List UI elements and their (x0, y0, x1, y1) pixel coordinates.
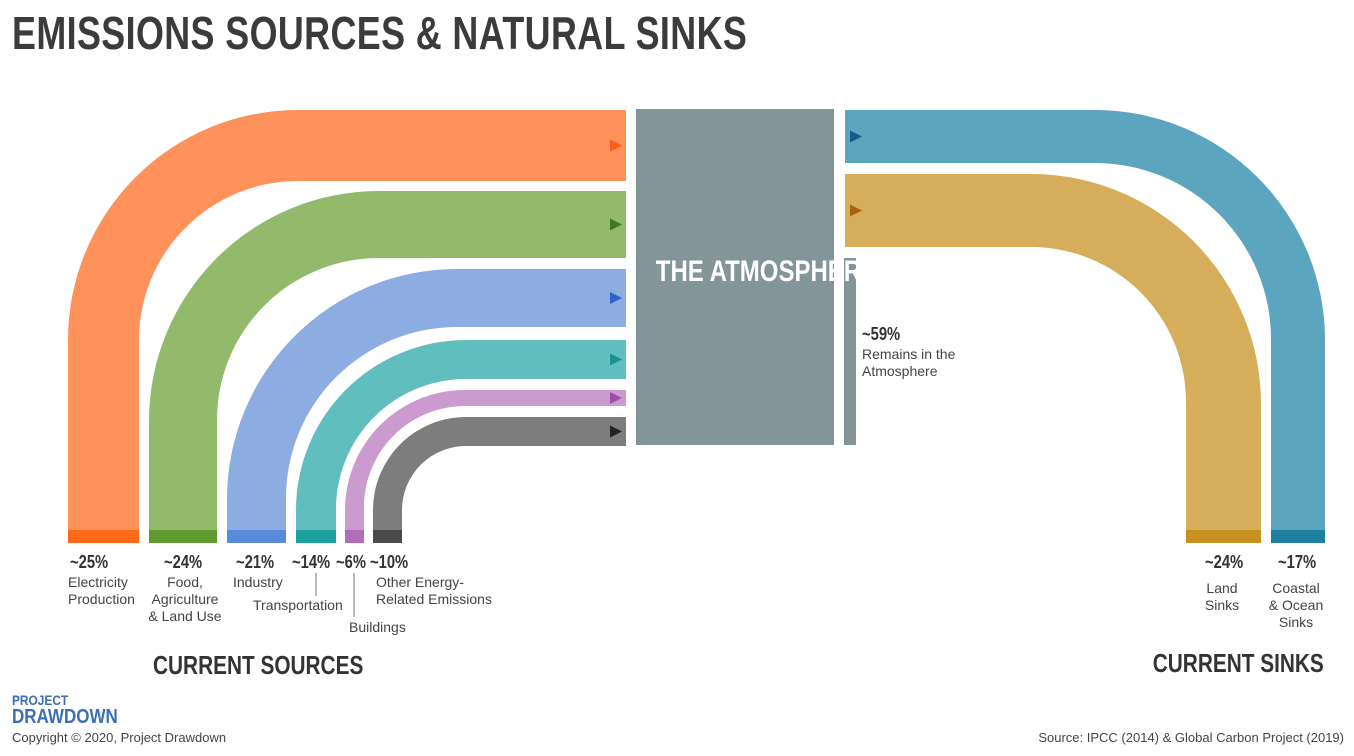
atmosphere-box (636, 109, 834, 445)
source-label-food: Food, Agriculture & Land Use (148, 574, 222, 624)
source-label-transportation: Transportation (253, 597, 343, 613)
copyright-text: Copyright © 2020, Project Drawdown (12, 730, 227, 745)
sink-band-ocean-ribbon (845, 110, 1325, 530)
remains-percent: ~59% (862, 324, 901, 344)
source-band-buildings (345, 390, 626, 543)
sink-band-land-cap (1186, 530, 1261, 543)
source-band-transportation (296, 340, 626, 543)
source-label-other: Other Energy- Related Emissions (376, 574, 492, 607)
source-percent-food: ~24% (164, 552, 203, 572)
source-band-other (373, 417, 626, 543)
sink-band-land-arrow-icon (850, 204, 862, 217)
source-bands (68, 110, 626, 543)
source-band-electricity-arrow-icon (610, 139, 622, 152)
source-band-transportation-arrow-icon (610, 353, 622, 366)
sink-label-land: Land Sinks (1204, 580, 1240, 613)
source-percent-industry: ~21% (236, 552, 275, 572)
source-band-other-arrow-icon (610, 425, 622, 438)
source-band-food-cap (149, 530, 217, 543)
sink-band-land (845, 174, 1261, 543)
sink-band-ocean-arrow-icon (850, 130, 862, 143)
source-band-buildings-cap (345, 530, 364, 543)
source-band-industry-ribbon (227, 269, 626, 530)
page-title: EMISSIONS SOURCES & NATURAL SINKS (12, 7, 748, 59)
source-percent-transportation: ~14% (292, 552, 331, 572)
sinks-heading: CURRENT SINKS (1152, 648, 1324, 678)
logo-drawdown: DRAWDOWN (12, 706, 118, 728)
source-band-buildings-arrow-icon (610, 392, 622, 404)
logo-project: PROJECT (12, 692, 69, 708)
sink-percent-land: ~24% (1205, 552, 1244, 572)
sink-percent-ocean: ~17% (1278, 552, 1317, 572)
source-percent-electricity: ~25% (70, 552, 109, 572)
source-band-transportation-cap (296, 530, 336, 543)
remains-bar (844, 258, 856, 445)
source-citation: Source: IPCC (2014) & Global Carbon Proj… (1038, 730, 1344, 745)
source-band-industry-cap (227, 530, 286, 543)
source-label-electricity: Electricity Production (68, 574, 135, 607)
atmosphere-label: THE ATMOSPHERE (655, 255, 878, 288)
remains-label: Remains in the Atmosphere (862, 346, 956, 379)
sink-label-ocean: Coastal & Ocean Sinks (1268, 580, 1324, 630)
sink-band-ocean (845, 110, 1325, 543)
source-band-electricity-cap (68, 530, 139, 543)
source-band-transportation-ribbon (296, 340, 626, 530)
source-band-other-ribbon (373, 417, 626, 530)
source-percent-buildings: ~6% (336, 552, 366, 572)
source-label-buildings: Buildings (349, 619, 406, 635)
source-band-food (149, 191, 626, 543)
sink-band-land-ribbon (845, 174, 1261, 530)
source-band-food-arrow-icon (610, 218, 622, 231)
source-band-industry-arrow-icon (610, 292, 622, 304)
source-band-buildings-ribbon (345, 390, 626, 530)
sink-band-ocean-cap (1271, 530, 1325, 543)
source-percent-other: ~10% (370, 552, 409, 572)
source-band-electricity (68, 110, 626, 543)
source-band-electricity-ribbon (68, 110, 626, 530)
sink-bands (845, 110, 1325, 543)
source-label-industry: Industry (233, 574, 283, 590)
source-band-industry (227, 269, 626, 543)
source-band-other-cap (373, 530, 402, 543)
source-band-food-ribbon (149, 191, 626, 530)
sources-heading: CURRENT SOURCES (153, 650, 364, 680)
